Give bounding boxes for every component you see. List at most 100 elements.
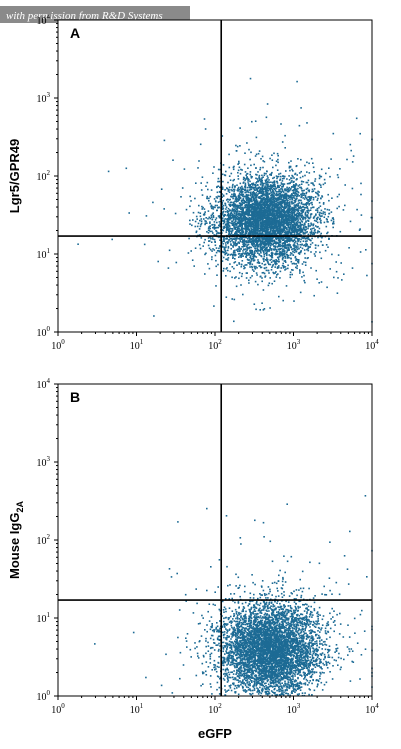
event-dot	[328, 209, 331, 211]
event-dot	[295, 184, 298, 186]
event-dot	[247, 189, 249, 191]
event-dot	[236, 145, 239, 148]
event-dot	[303, 249, 306, 251]
event-dot	[227, 220, 230, 223]
event-dot	[245, 201, 248, 203]
event-dot	[365, 249, 367, 251]
event-dot	[107, 170, 110, 173]
event-dot	[293, 218, 295, 221]
event-dot	[231, 189, 233, 192]
event-dot	[299, 272, 301, 274]
event-dot	[209, 221, 211, 223]
event-dot	[153, 315, 155, 317]
event-dot	[259, 207, 262, 209]
event-dot	[310, 232, 312, 235]
event-dot	[189, 195, 191, 198]
event-dot	[312, 166, 315, 169]
event-dot	[248, 148, 250, 151]
event-dot	[223, 227, 225, 229]
event-dot	[279, 179, 281, 181]
event-dot	[289, 217, 291, 220]
event-dot	[251, 176, 253, 178]
event-dot	[286, 257, 289, 259]
event-dot	[227, 247, 230, 249]
event-dot	[285, 239, 287, 242]
event-dot	[241, 228, 243, 231]
event-dot	[285, 193, 288, 196]
event-dot	[228, 221, 231, 224]
event-dot	[280, 175, 282, 178]
event-dot	[237, 200, 239, 202]
event-dot	[201, 176, 204, 178]
event-dot	[265, 187, 268, 190]
event-dot	[298, 253, 301, 255]
event-dot	[262, 204, 264, 206]
event-dot	[283, 226, 286, 228]
event-dot	[180, 196, 182, 198]
event-dot	[324, 182, 326, 184]
event-dot	[228, 203, 230, 206]
event-dot	[295, 217, 298, 220]
event-dot	[283, 214, 285, 217]
event-dot	[291, 200, 293, 203]
event-dot	[242, 227, 244, 230]
event-dot	[299, 218, 302, 221]
event-dot	[273, 207, 276, 209]
event-dot	[247, 238, 249, 240]
event-dot	[266, 210, 269, 212]
event-dot	[277, 201, 279, 204]
event-dot	[297, 238, 299, 240]
event-dot	[320, 175, 323, 178]
event-dot	[285, 214, 287, 216]
event-dot	[300, 196, 302, 199]
event-dot	[285, 216, 288, 219]
event-dot	[267, 212, 269, 215]
event-dot	[297, 262, 300, 264]
event-dot	[278, 265, 280, 267]
event-dot	[316, 199, 319, 201]
event-dot	[306, 206, 309, 208]
event-dot	[290, 194, 292, 196]
event-dot	[237, 250, 239, 253]
event-dot	[263, 186, 266, 189]
event-dot	[223, 246, 226, 249]
event-dot	[308, 246, 311, 248]
event-dot	[230, 243, 232, 245]
event-dot	[278, 233, 281, 235]
event-dot	[272, 271, 274, 274]
event-dot	[279, 236, 282, 239]
event-dot	[287, 215, 290, 217]
event-dot	[232, 195, 234, 198]
event-dot	[223, 239, 225, 241]
event-dot	[285, 198, 288, 201]
event-dot	[286, 228, 288, 231]
event-dot	[278, 245, 280, 247]
event-dot	[251, 186, 253, 189]
event-dot	[242, 223, 245, 225]
event-dot	[291, 219, 294, 221]
event-dot	[286, 212, 289, 214]
event-dot	[145, 215, 148, 217]
event-dot	[295, 203, 298, 206]
event-dot	[227, 249, 229, 252]
event-dot	[233, 217, 235, 219]
event-dot	[250, 191, 252, 194]
event-dot	[304, 174, 306, 177]
event-dot	[261, 211, 263, 213]
event-dot	[272, 252, 274, 255]
event-dot	[276, 274, 278, 276]
event-dot	[253, 215, 255, 218]
event-dot	[234, 237, 236, 239]
event-dot	[337, 254, 340, 256]
event-dot	[247, 177, 249, 180]
event-dot	[235, 208, 238, 210]
event-dot	[281, 257, 284, 260]
event-dot	[311, 206, 314, 209]
event-dot	[257, 202, 260, 204]
event-dot	[269, 263, 272, 266]
event-dot	[279, 178, 282, 180]
event-dot	[290, 221, 293, 224]
event-dot	[239, 240, 242, 243]
event-dot	[256, 225, 258, 227]
event-dot	[268, 213, 271, 215]
